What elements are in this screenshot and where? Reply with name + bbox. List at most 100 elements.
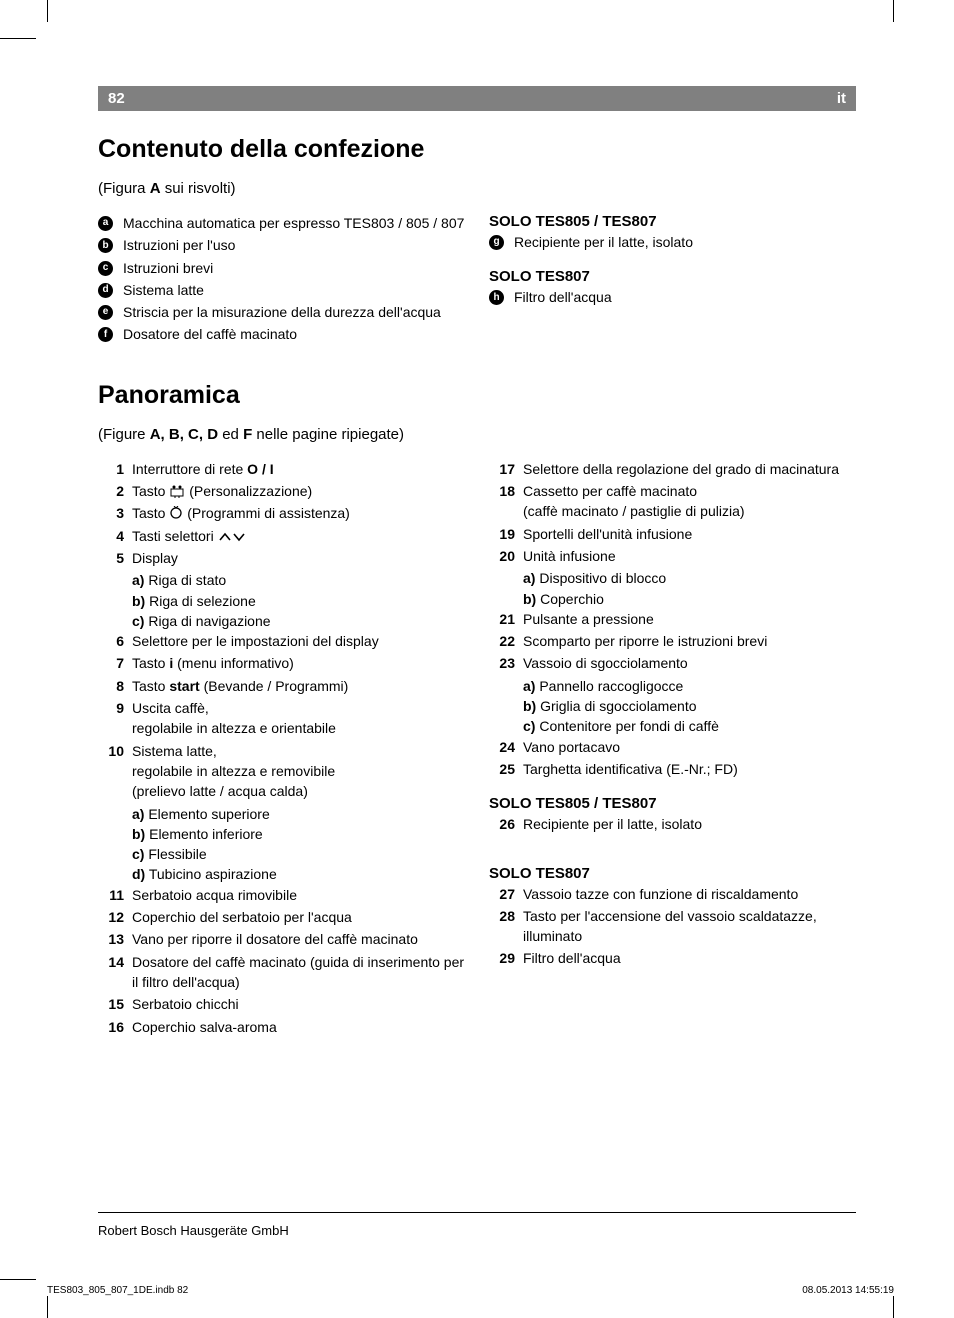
item-number: 8 bbox=[98, 676, 124, 696]
sub-item: d) Tubicino aspirazione bbox=[98, 864, 465, 884]
list-item: 29 Filtro dell'acqua bbox=[489, 948, 856, 968]
list-item: 28Tasto per l'accensione del vassoio sca… bbox=[489, 906, 856, 947]
list-item-text: Istruzioni per l'uso bbox=[123, 235, 235, 255]
section1-left-col: aMacchina automatica per espresso TES803… bbox=[98, 213, 465, 347]
subsection-head: SOLO TES805 / TES807 bbox=[489, 795, 856, 812]
section2-columns: 1Interruttore di rete O / I2Tasto (Perso… bbox=[98, 459, 856, 1039]
list-item: 25 Targhetta identificativa (E.-Nr.; FD) bbox=[489, 759, 856, 779]
page-number: 82 bbox=[108, 90, 125, 107]
print-info: TES803_805_807_1DE.indb 82 08.05.2013 14… bbox=[47, 1285, 894, 1296]
item-number: 26 bbox=[489, 814, 515, 834]
list-item-text: Tasto start (Bevande / Programmi) bbox=[132, 676, 348, 696]
bullet-letter: d bbox=[98, 283, 113, 298]
sub-item: b) Riga di selezione bbox=[98, 591, 465, 611]
list-item-text: Serbatoio chicchi bbox=[132, 994, 239, 1014]
list-item-text: Dosatore del caffè macinato bbox=[123, 324, 297, 344]
print-file: TES803_805_807_1DE.indb 82 bbox=[47, 1285, 188, 1296]
section1-subtitle: (Figura A sui risvolti) bbox=[98, 180, 856, 197]
list-item-text: Vassoio di sgocciolamento bbox=[523, 653, 688, 673]
bullet-letter: f bbox=[98, 327, 113, 342]
item-number: 21 bbox=[489, 609, 515, 629]
item-number: 12 bbox=[98, 907, 124, 927]
section1-columns: aMacchina automatica per espresso TES803… bbox=[98, 213, 856, 347]
list-item: 17Selettore della regolazione del grado … bbox=[489, 459, 856, 479]
list-item: 8 Tasto start (Bevande / Programmi) bbox=[98, 676, 465, 696]
item-number: 19 bbox=[489, 524, 515, 544]
item-number: 25 bbox=[489, 759, 515, 779]
item-number: 20 bbox=[489, 546, 515, 566]
item-number: 29 bbox=[489, 948, 515, 968]
list-item: 18Cassetto per caffè macinato(caffè maci… bbox=[489, 481, 856, 522]
sub-item: b) Griglia di sgocciolamento bbox=[489, 696, 856, 716]
list-item: hFiltro dell'acqua bbox=[489, 287, 856, 307]
list-item: 11 Serbatoio acqua rimovibile bbox=[98, 885, 465, 905]
list-item: 21 Pulsante a pressione bbox=[489, 609, 856, 629]
list-item: 16Coperchio salva-aroma bbox=[98, 1017, 465, 1037]
list-item: 22 Scomparto per riporre le istruzioni br… bbox=[489, 631, 856, 651]
section2-left-col: 1Interruttore di rete O / I2Tasto (Perso… bbox=[98, 459, 465, 1039]
list-item-text: Tasti selettori bbox=[132, 526, 246, 546]
sub-item: a) Riga di stato bbox=[98, 570, 465, 590]
section1-right-col: SOLO TES805 / TES807gRecipiente per il l… bbox=[489, 213, 856, 347]
list-item-text: Unità infusione bbox=[523, 546, 616, 566]
item-number: 3 bbox=[98, 503, 124, 523]
item-number: 17 bbox=[489, 459, 515, 479]
page-lang: it bbox=[837, 90, 846, 107]
list-item: 13Vano per riporre il dosatore del caffè… bbox=[98, 929, 465, 949]
list-item-text: Serbatoio acqua rimovibile bbox=[132, 885, 297, 905]
subsection-head: SOLO TES807 bbox=[489, 268, 856, 285]
list-item: 27Vassoio tazze con funzione di riscalda… bbox=[489, 884, 856, 904]
item-number: 14 bbox=[98, 952, 124, 972]
list-item: 1Interruttore di rete O / I bbox=[98, 459, 465, 479]
list-item-text: Sistema latte,regolabile in altezza e re… bbox=[132, 741, 335, 802]
list-item-text: Macchina automatica per espresso TES803 … bbox=[123, 213, 464, 233]
list-item-text: Display bbox=[132, 548, 178, 568]
subsection-head: SOLO TES807 bbox=[489, 865, 856, 882]
list-item-text: Interruttore di rete O / I bbox=[132, 459, 274, 479]
section2-title: Panoramica bbox=[98, 381, 856, 410]
item-number: 11 bbox=[98, 885, 124, 905]
list-item: 19Sportelli dell'unità infusione bbox=[489, 524, 856, 544]
list-item: d Sistema latte bbox=[98, 280, 465, 300]
list-item: 5 Display bbox=[98, 548, 465, 568]
list-item-text: Pulsante a pressione bbox=[523, 609, 654, 629]
footer-company: Robert Bosch Hausgeräte GmbH bbox=[98, 1223, 856, 1238]
list-item: bIstruzioni per l'uso bbox=[98, 235, 465, 255]
subsection-head: SOLO TES805 / TES807 bbox=[489, 213, 856, 230]
list-item-text: Tasto (Programmi di assistenza) bbox=[132, 503, 350, 523]
list-item-text: Filtro dell'acqua bbox=[523, 948, 621, 968]
footer-divider bbox=[98, 1212, 856, 1213]
item-number: 7 bbox=[98, 653, 124, 673]
item-number: 2 bbox=[98, 481, 124, 501]
page-content: 82 it Contenuto della confezione (Figura… bbox=[98, 86, 856, 1270]
section2-right-col: 17Selettore della regolazione del grado … bbox=[489, 459, 856, 1039]
bullet-letter: c bbox=[98, 261, 113, 276]
item-number: 22 bbox=[489, 631, 515, 651]
sub-item: b) Elemento inferiore bbox=[98, 824, 465, 844]
list-item-text: Istruzioni brevi bbox=[123, 258, 213, 278]
list-item: 3 Tasto (Programmi di assistenza) bbox=[98, 503, 465, 523]
list-item-text: Targhetta identificativa (E.-Nr.; FD) bbox=[523, 759, 738, 779]
item-number: 15 bbox=[98, 994, 124, 1014]
list-item-text: Coperchio del serbatoio per l'acqua bbox=[132, 907, 352, 927]
crop-mark bbox=[0, 38, 36, 39]
item-number: 5 bbox=[98, 548, 124, 568]
item-number: 24 bbox=[489, 737, 515, 757]
list-item-text: Sistema latte bbox=[123, 280, 204, 300]
list-item: 4 Tasti selettori bbox=[98, 526, 465, 546]
sub-item: c) Flessibile bbox=[98, 844, 465, 864]
bullet-letter: h bbox=[489, 290, 504, 305]
list-item: 23Vassoio di sgocciolamento bbox=[489, 653, 856, 673]
crop-mark bbox=[47, 1296, 48, 1318]
list-item: 7Tasto i (menu informativo) bbox=[98, 653, 465, 673]
list-item-text: Scomparto per riporre le istruzioni brev… bbox=[523, 631, 767, 651]
list-item: c Istruzioni brevi bbox=[98, 258, 465, 278]
list-item: 9Uscita caffè,regolabile in altezza e or… bbox=[98, 698, 465, 739]
bullet-letter: e bbox=[98, 305, 113, 320]
item-number: 4 bbox=[98, 526, 124, 546]
list-item: aMacchina automatica per espresso TES803… bbox=[98, 213, 465, 233]
item-number: 6 bbox=[98, 631, 124, 651]
item-number: 10 bbox=[98, 741, 124, 761]
item-number: 27 bbox=[489, 884, 515, 904]
item-number: 16 bbox=[98, 1017, 124, 1037]
